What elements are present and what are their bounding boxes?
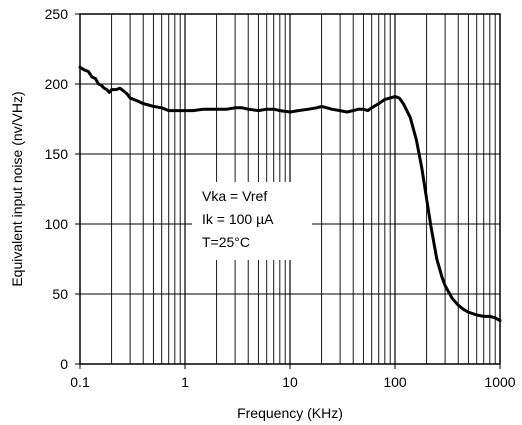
y-tick-label: 150 [45, 146, 69, 162]
x-tick-label: 0.1 [70, 374, 90, 390]
x-tick-label: 100 [383, 374, 407, 390]
annotation-background [192, 182, 312, 260]
y-tick-labels: 0 50 100 150 200 250 [45, 6, 80, 372]
x-tick-label: 1 [181, 374, 189, 390]
annotation-line-1: Vka = Vref [202, 188, 267, 204]
noise-series-line [78, 65, 502, 323]
y-tick-label: 250 [45, 6, 69, 22]
annotation-line-3: T=25°C [202, 234, 250, 250]
y-tick-label: 100 [45, 216, 69, 232]
x-tick-label: 10 [282, 374, 298, 390]
y-tick-label: 200 [45, 76, 69, 92]
x-tick-labels: 0.1 1 10 100 1000 [70, 364, 516, 390]
x-tick-label: 1000 [484, 374, 515, 390]
y-tick-label: 50 [52, 286, 68, 302]
y-tick-label: 0 [60, 356, 68, 372]
annotation-line-2: Ik = 100 µA [202, 211, 274, 227]
x-axis-title: Frequency (KHz) [237, 405, 343, 421]
y-axis-title: Equivalent input noise (nv/VHz) [9, 91, 25, 286]
